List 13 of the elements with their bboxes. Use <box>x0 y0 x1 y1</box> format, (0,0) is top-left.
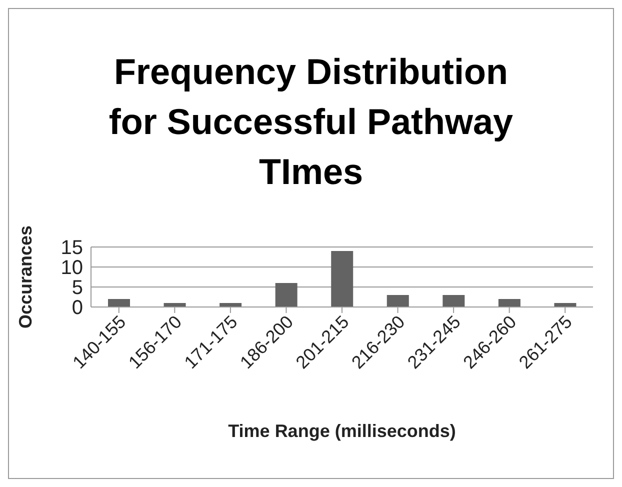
y-tick-label: 0 <box>72 297 83 320</box>
y-tick-label: 10 <box>60 257 83 280</box>
bar <box>386 295 409 307</box>
bar <box>275 283 298 307</box>
bar <box>498 299 520 307</box>
bar <box>331 251 354 307</box>
y-tick-label: 15 <box>60 237 83 260</box>
bar <box>442 295 465 307</box>
bar <box>108 299 130 307</box>
y-tick-label: 5 <box>72 277 83 300</box>
y-axis-title: Occurances <box>15 225 36 329</box>
x-axis-title: Time Range (milliseconds) <box>228 421 456 441</box>
chart-title: Frequency Distribution for Successful Pathway TImes <box>108 50 514 194</box>
